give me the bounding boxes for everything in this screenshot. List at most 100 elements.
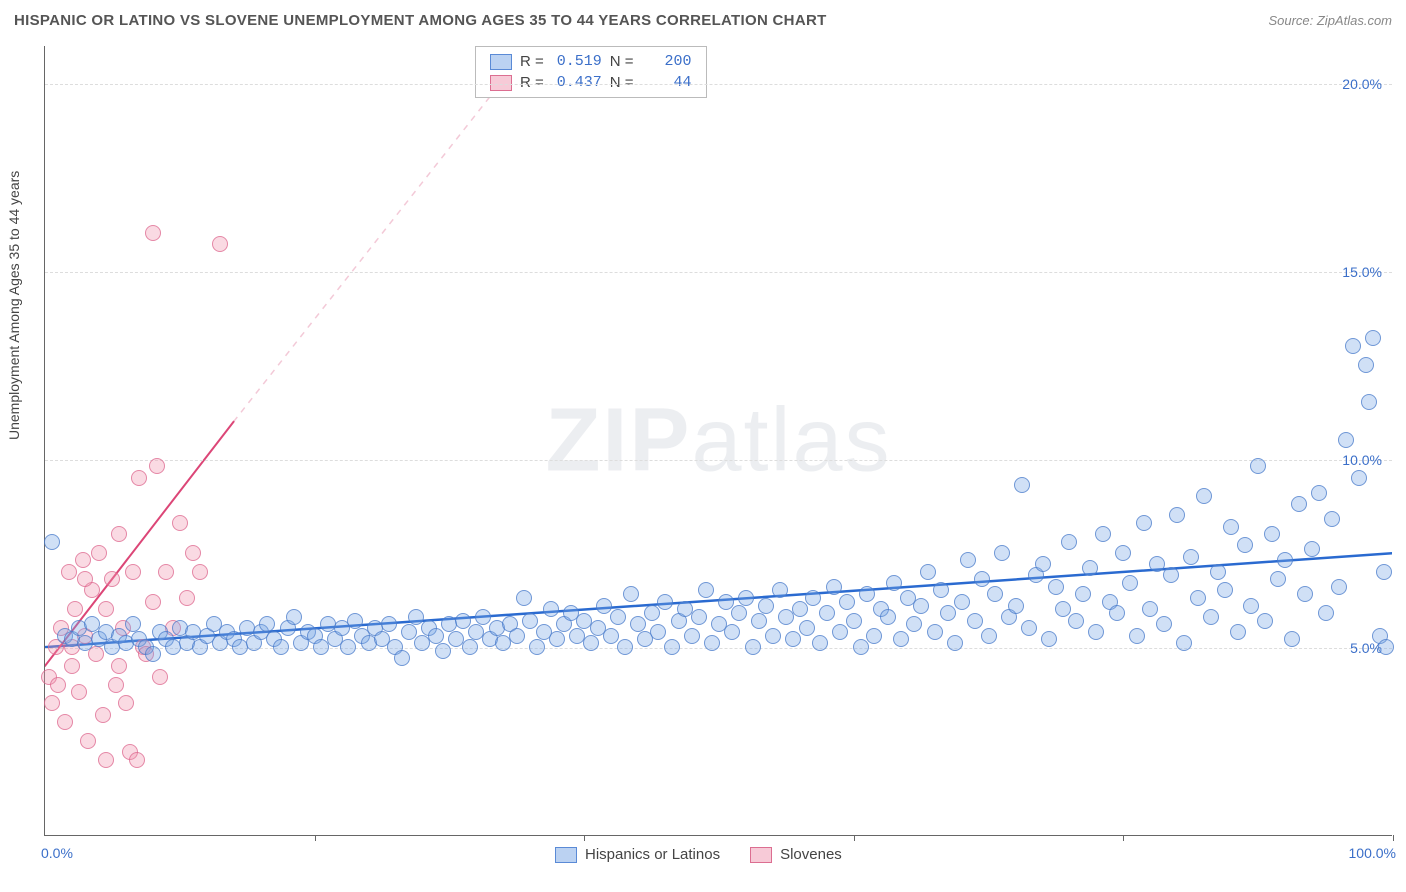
- scatter-point-blue: [940, 605, 956, 621]
- scatter-point-pink: [145, 225, 161, 241]
- scatter-point-blue: [1203, 609, 1219, 625]
- scatter-point-blue: [738, 590, 754, 606]
- legend-item-pink: Slovenes: [750, 846, 842, 863]
- scatter-point-blue: [785, 631, 801, 647]
- scatter-point-blue: [1176, 635, 1192, 651]
- scatter-point-blue: [1318, 605, 1334, 621]
- scatter-point-blue: [657, 594, 673, 610]
- scatter-point-blue: [408, 609, 424, 625]
- scatter-point-blue: [1088, 624, 1104, 640]
- scatter-point-blue: [509, 628, 525, 644]
- scatter-point-blue: [691, 609, 707, 625]
- scatter-point-blue: [886, 575, 902, 591]
- scatter-point-pink: [91, 545, 107, 561]
- scatter-point-pink: [75, 552, 91, 568]
- scatter-point-blue: [758, 598, 774, 614]
- scatter-point-blue: [596, 598, 612, 614]
- scatter-point-blue: [698, 582, 714, 598]
- x-tick-label-left: 0.0%: [41, 845, 73, 861]
- scatter-point-blue: [1378, 639, 1394, 655]
- scatter-point-blue: [516, 590, 532, 606]
- scatter-point-blue: [1331, 579, 1347, 595]
- scatter-point-blue: [994, 545, 1010, 561]
- y-tick-label: 15.0%: [1342, 264, 1382, 280]
- scatter-point-blue: [846, 613, 862, 629]
- legend-stats-row-pink: R = 0.437 N = 44: [476, 72, 706, 93]
- scatter-point-blue: [1217, 582, 1233, 598]
- scatter-point-blue: [664, 639, 680, 655]
- scatter-point-blue: [1163, 567, 1179, 583]
- scatter-point-blue: [125, 616, 141, 632]
- scatter-point-pink: [64, 658, 80, 674]
- x-tick-label-right: 100.0%: [1349, 845, 1396, 861]
- scatter-point-blue: [812, 635, 828, 651]
- scatter-point-blue: [805, 590, 821, 606]
- scatter-point-blue: [1122, 575, 1138, 591]
- grid-line-horizontal: [45, 460, 1392, 461]
- y-axis-label: Unemployment Among Ages 35 to 44 years: [6, 171, 22, 440]
- scatter-point-blue: [381, 616, 397, 632]
- scatter-point-blue: [1351, 470, 1367, 486]
- scatter-point-blue: [718, 594, 734, 610]
- scatter-point-pink: [149, 458, 165, 474]
- scatter-point-blue: [1230, 624, 1246, 640]
- scatter-point-blue: [617, 639, 633, 655]
- scatter-point-blue: [529, 639, 545, 655]
- scatter-point-pink: [104, 571, 120, 587]
- scatter-point-blue: [933, 582, 949, 598]
- scatter-point-blue: [543, 601, 559, 617]
- grid-line-horizontal: [45, 272, 1392, 273]
- scatter-point-blue: [475, 609, 491, 625]
- y-tick-label: 20.0%: [1342, 76, 1382, 92]
- scatter-point-blue: [1311, 485, 1327, 501]
- scatter-point-pink: [158, 564, 174, 580]
- pink-trend-line-dashed: [234, 46, 530, 422]
- scatter-point-blue: [630, 616, 646, 632]
- scatter-point-blue: [1297, 586, 1313, 602]
- legend-swatch-pink: [750, 847, 772, 863]
- scatter-point-blue: [947, 635, 963, 651]
- x-tick: [1123, 835, 1124, 841]
- scatter-point-blue: [1136, 515, 1152, 531]
- y-tick-label: 10.0%: [1342, 452, 1382, 468]
- scatter-point-blue: [455, 613, 471, 629]
- scatter-point-blue: [765, 628, 781, 644]
- legend-item-blue: Hispanics or Latinos: [555, 846, 720, 863]
- scatter-point-blue: [340, 639, 356, 655]
- scatter-point-pink: [172, 515, 188, 531]
- scatter-point-blue: [751, 613, 767, 629]
- scatter-point-blue: [920, 564, 936, 580]
- scatter-point-blue: [1149, 556, 1165, 572]
- scatter-point-blue: [603, 628, 619, 644]
- x-tick: [854, 835, 855, 841]
- scatter-point-pink: [67, 601, 83, 617]
- scatter-point-blue: [1223, 519, 1239, 535]
- scatter-point-blue: [394, 650, 410, 666]
- scatter-point-blue: [1075, 586, 1091, 602]
- scatter-point-blue: [435, 643, 451, 659]
- grid-line-horizontal: [45, 84, 1392, 85]
- scatter-point-blue: [1361, 394, 1377, 410]
- scatter-point-blue: [1183, 549, 1199, 565]
- scatter-point-blue: [1109, 605, 1125, 621]
- scatter-point-blue: [1338, 432, 1354, 448]
- scatter-point-blue: [259, 616, 275, 632]
- scatter-point-pink: [131, 470, 147, 486]
- scatter-point-blue: [1142, 601, 1158, 617]
- legend-swatch-pink: [490, 75, 512, 91]
- scatter-point-pink: [80, 733, 96, 749]
- scatter-point-pink: [95, 707, 111, 723]
- scatter-point-blue: [1095, 526, 1111, 542]
- scatter-point-blue: [819, 605, 835, 621]
- x-tick: [315, 835, 316, 841]
- scatter-point-blue: [880, 609, 896, 625]
- scatter-point-blue: [859, 586, 875, 602]
- scatter-point-blue: [1196, 488, 1212, 504]
- scatter-point-blue: [1284, 631, 1300, 647]
- scatter-point-pink: [129, 752, 145, 768]
- scatter-point-blue: [1237, 537, 1253, 553]
- scatter-point-blue: [799, 620, 815, 636]
- scatter-point-pink: [71, 684, 87, 700]
- scatter-point-blue: [826, 579, 842, 595]
- scatter-point-blue: [44, 534, 60, 550]
